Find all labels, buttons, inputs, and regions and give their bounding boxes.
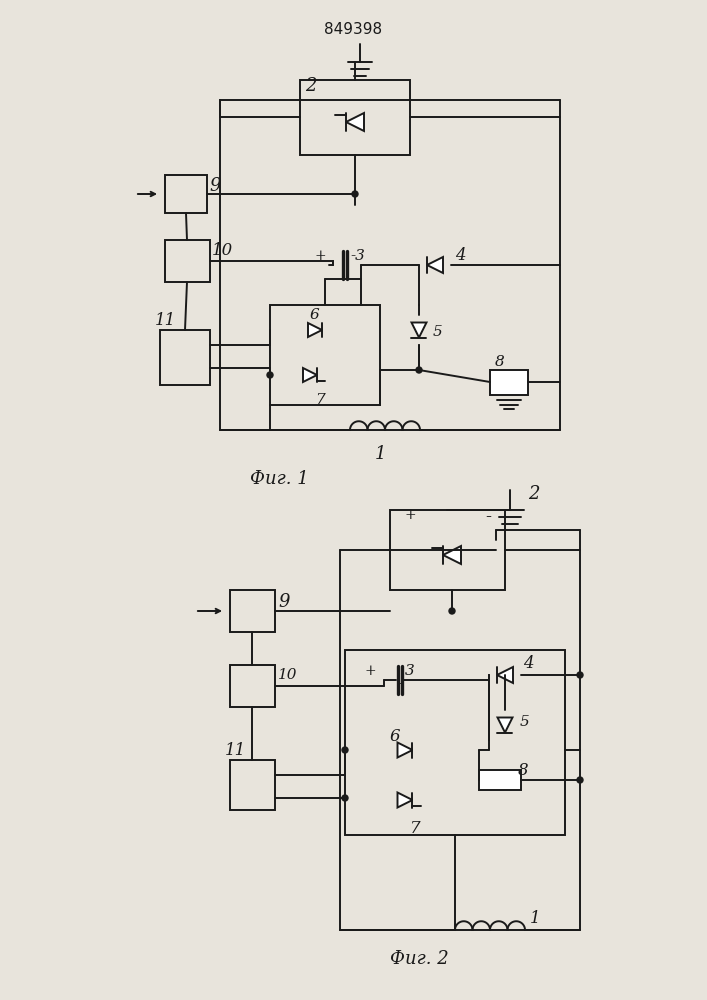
Circle shape: [449, 608, 455, 614]
Text: 8: 8: [518, 762, 529, 779]
Circle shape: [577, 672, 583, 678]
Text: 5: 5: [433, 325, 443, 339]
Bar: [230, 590, 275, 632]
Bar: [390, 510, 505, 590]
Bar: [230, 665, 275, 707]
Text: 11: 11: [225, 742, 246, 759]
Polygon shape: [397, 792, 412, 808]
Bar: [270, 305, 380, 405]
Text: 6: 6: [310, 308, 320, 322]
Text: 8: 8: [495, 355, 505, 369]
Polygon shape: [498, 718, 513, 732]
Polygon shape: [427, 257, 443, 273]
Text: 11: 11: [155, 312, 176, 329]
Text: +: +: [365, 664, 377, 678]
Circle shape: [416, 367, 422, 373]
Text: +: +: [405, 508, 416, 522]
Text: 4: 4: [455, 247, 466, 264]
Bar: [165, 240, 210, 282]
Bar: [230, 760, 275, 810]
Text: -: -: [485, 508, 491, 526]
Bar: [490, 370, 528, 395]
Circle shape: [577, 777, 583, 783]
Bar: [479, 770, 521, 790]
Text: 7: 7: [315, 393, 325, 407]
Polygon shape: [443, 546, 461, 564]
Text: 6: 6: [390, 728, 401, 745]
Polygon shape: [497, 667, 513, 683]
Text: Фиг. 2: Фиг. 2: [390, 950, 449, 968]
Polygon shape: [303, 368, 317, 382]
Text: 2: 2: [305, 77, 317, 95]
Text: 10: 10: [212, 242, 233, 259]
Bar: [345, 650, 565, 835]
Text: 2: 2: [528, 485, 539, 503]
Bar: [300, 80, 410, 155]
Text: 849398: 849398: [324, 22, 382, 37]
Text: 5: 5: [520, 715, 530, 729]
Circle shape: [342, 795, 348, 801]
Polygon shape: [397, 742, 412, 758]
Polygon shape: [346, 113, 364, 131]
Circle shape: [342, 747, 348, 753]
Circle shape: [352, 191, 358, 197]
Text: 9: 9: [209, 177, 221, 195]
Text: 9: 9: [278, 593, 289, 611]
Text: -: -: [397, 675, 402, 692]
Polygon shape: [308, 323, 322, 337]
Text: 10: 10: [278, 668, 298, 682]
Text: 1: 1: [375, 445, 387, 463]
Text: 4: 4: [523, 655, 534, 672]
Text: 3: 3: [405, 664, 415, 678]
Text: 1: 1: [530, 910, 541, 927]
Polygon shape: [411, 322, 426, 338]
Text: 7: 7: [410, 820, 421, 837]
Text: +: +: [315, 249, 327, 263]
Text: Фиг. 1: Фиг. 1: [250, 470, 309, 488]
Bar: [165, 175, 207, 213]
Circle shape: [267, 372, 273, 378]
Text: -3: -3: [350, 249, 365, 263]
Bar: [160, 330, 210, 385]
